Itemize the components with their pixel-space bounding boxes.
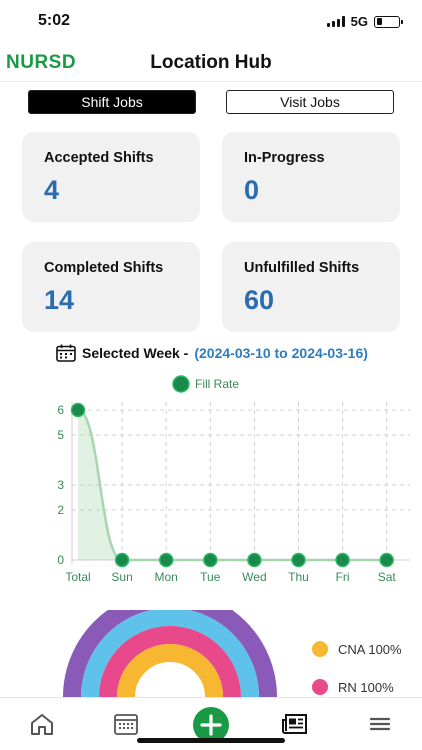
y-tick-label: 3: [57, 478, 64, 492]
legend-item-rn: RN 100%: [312, 668, 402, 706]
data-point: [158, 552, 174, 568]
x-tick-label: Sun: [111, 570, 132, 584]
x-tick-label: Total: [65, 570, 90, 584]
gauge-ring: [117, 644, 223, 697]
y-tick-label: 5: [57, 428, 64, 442]
legend-label: RN 100%: [338, 679, 394, 695]
card-value: 0: [244, 175, 260, 205]
calendar-icon: [114, 714, 138, 735]
in-progress-card[interactable]: In-Progress 0: [222, 132, 400, 222]
x-tick-label: Thu: [288, 570, 309, 584]
data-point: [203, 552, 218, 568]
series-area: [78, 410, 387, 560]
week-range: (2024-03-10 to 2024-03-16): [194, 345, 368, 361]
bottom-nav: [0, 697, 422, 750]
gauge-ring: [81, 610, 259, 697]
legend-item-cna: CNA 100%: [312, 630, 402, 668]
gauge-ring: [99, 626, 241, 697]
y-tick-label: 6: [57, 403, 64, 417]
completed-shifts-card[interactable]: Completed Shifts 14: [22, 242, 200, 332]
role-fill-gauge: [63, 610, 277, 697]
tab-visit-jobs[interactable]: Visit Jobs: [226, 90, 394, 114]
x-tick-label: Tue: [200, 570, 221, 584]
y-tick-label: 0: [57, 553, 64, 567]
data-point: [70, 402, 86, 418]
status-bar: 5:02 5G: [0, 0, 422, 44]
x-tick-label: Sat: [378, 570, 397, 584]
status-time: 5:02: [38, 12, 71, 29]
network-label: 5G: [350, 14, 368, 29]
home-indicator: [137, 738, 285, 743]
gauge-ring: [63, 610, 277, 697]
series-line: [77, 408, 387, 562]
home-icon: [31, 714, 53, 735]
calendar-icon: [56, 344, 76, 362]
battery-icon: [374, 15, 403, 28]
x-tick-label: Wed: [242, 570, 266, 584]
legend-label: CNA 100%: [338, 641, 402, 657]
card-label: Unfulfilled Shifts: [244, 260, 360, 276]
nav-add[interactable]: [192, 706, 230, 744]
card-label: In-Progress: [244, 150, 325, 166]
news-icon: [282, 714, 307, 734]
battery-level: [376, 18, 382, 25]
data-point: [247, 552, 262, 568]
x-tick-label: Fri: [336, 570, 350, 584]
x-tick-label: Mon: [155, 570, 178, 584]
card-label: Accepted Shifts: [44, 150, 154, 166]
nav-menu[interactable]: [366, 710, 394, 738]
gauge-legend: CNA 100% RN 100%: [312, 630, 402, 706]
unfulfilled-shifts-card[interactable]: Unfulfilled Shifts 60: [222, 242, 400, 332]
menu-icon: [369, 717, 391, 731]
card-label: Completed Shifts: [44, 260, 164, 276]
week-label: Selected Week -: [82, 345, 189, 361]
selected-week[interactable]: Selected Week - (2024-03-10 to 2024-03-1…: [56, 344, 368, 362]
data-point: [335, 552, 350, 568]
card-value: 4: [44, 175, 60, 205]
tab-shift-jobs[interactable]: Shift Jobs: [28, 90, 196, 114]
status-indicators: 5G: [326, 14, 403, 29]
nav-news[interactable]: [281, 710, 309, 738]
nav-calendar[interactable]: [112, 710, 140, 738]
brand-logo[interactable]: NURSD: [6, 52, 77, 73]
card-value: 14: [44, 285, 75, 315]
data-point: [291, 552, 306, 568]
legend-label: Fill Rate: [195, 377, 239, 391]
add-icon: [193, 707, 229, 743]
card-value: 60: [244, 285, 275, 315]
data-point: [114, 552, 130, 568]
data-point: [379, 552, 394, 568]
legend-swatch: [172, 375, 190, 393]
signal-icon: [326, 16, 345, 27]
nav-home[interactable]: [28, 710, 56, 738]
legend-dot: [312, 679, 328, 695]
page-title: Location Hub: [150, 52, 272, 73]
accepted-shifts-card[interactable]: Accepted Shifts 4: [22, 132, 200, 222]
legend-dot: [312, 641, 328, 657]
job-type-tabs: Shift Jobs Visit Jobs: [28, 90, 394, 114]
y-tick-label: 2: [57, 503, 64, 517]
app-header: NURSD Location Hub: [0, 44, 422, 82]
fill-rate-chart: 0 2 3 5 6 Total Sun Mon Tue Wed Thu Fri Sat Fill Rate: [57, 375, 410, 584]
